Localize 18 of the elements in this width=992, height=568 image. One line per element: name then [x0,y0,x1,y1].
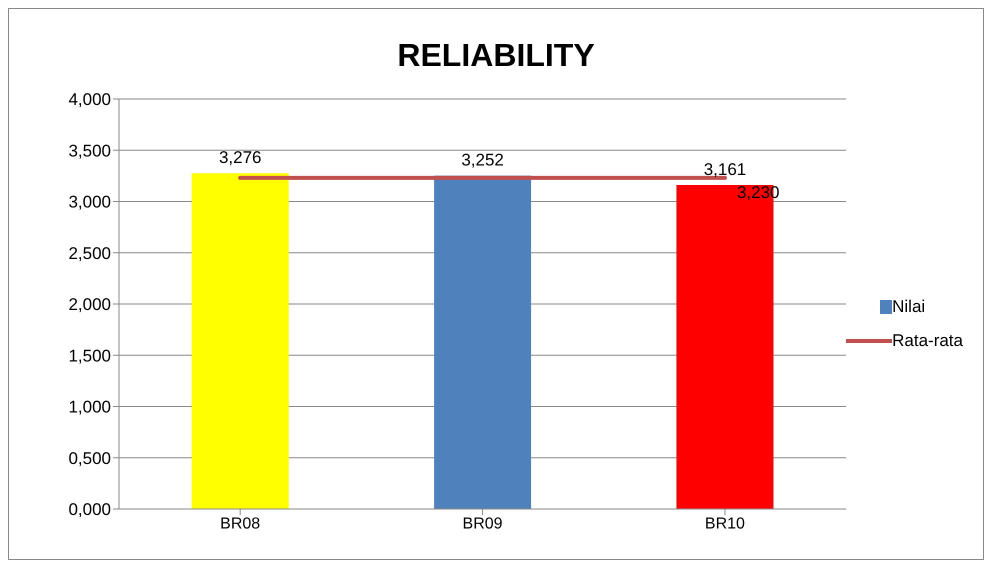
y-tick-label: 2,500 [68,244,111,263]
y-tick-label: 4,000 [68,90,111,110]
x-tick-label: BR10 [704,515,746,532]
y-tick-label: 1,500 [68,346,111,366]
legend-label: Nilai [892,297,926,317]
chart-title: RELIABILITY [396,36,596,75]
y-tick-label: 3,000 [68,192,111,212]
y-tick-label: 1,000 [68,398,111,417]
x-tick-label: BR08 [220,515,260,532]
data-label: 3,276 [218,148,262,168]
data-label: 3,161 [704,160,746,179]
y-tick-label: 2,000 [68,295,111,314]
y-tick-label: 0,000 [68,500,111,520]
y-tick-label: 3,500 [68,141,111,160]
y-tick-label: 0,500 [68,448,111,468]
legend-label: Rata-rata [892,331,963,351]
x-tick-label: BR09 [462,515,503,532]
data-label: 3,252 [461,150,504,170]
